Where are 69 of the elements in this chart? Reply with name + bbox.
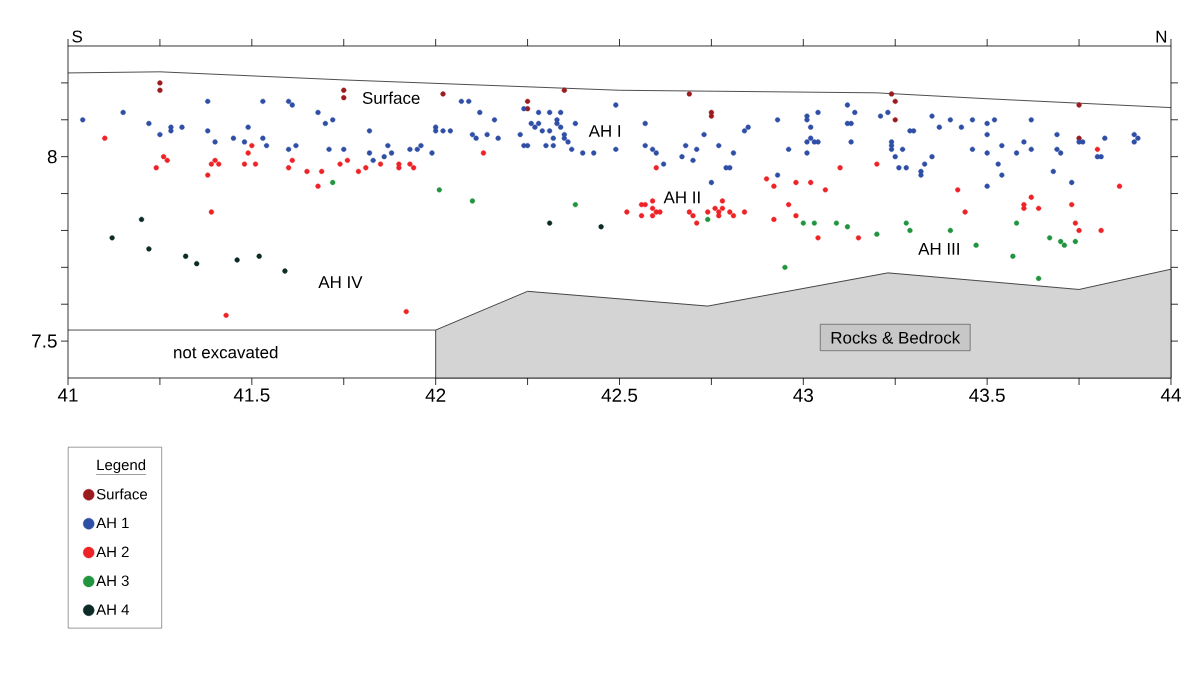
x-tick-label: 44 — [1160, 388, 1181, 402]
point — [572, 202, 578, 208]
annotation: Surface — [362, 91, 420, 105]
point — [705, 216, 711, 222]
point — [330, 179, 336, 186]
x-tick-label: 42.5 — [601, 388, 638, 402]
annotation: not excavated — [174, 345, 278, 359]
legend-label: AH 3 — [96, 575, 129, 587]
point — [892, 98, 898, 104]
point — [833, 220, 839, 226]
text: N — [1156, 30, 1167, 43]
point — [598, 224, 604, 230]
point — [811, 220, 817, 226]
point — [1058, 238, 1064, 245]
point — [903, 220, 909, 226]
point — [1036, 275, 1042, 281]
point — [146, 246, 152, 252]
legend-label: AH 2 — [96, 546, 129, 557]
point — [844, 224, 851, 230]
x-tick-label: 43.5 — [969, 388, 1005, 402]
annotation: AH IV — [318, 276, 363, 288]
annotation: Rocks & Bedrock — [831, 331, 961, 344]
y-tick-label: 7.5 — [32, 334, 57, 348]
point — [1013, 220, 1020, 226]
point — [469, 198, 476, 204]
point — [157, 87, 163, 93]
point — [524, 98, 531, 104]
point — [1010, 253, 1016, 259]
annotation: AH I — [588, 125, 621, 137]
legend-title: Legend — [97, 459, 146, 474]
point — [138, 216, 145, 222]
point — [888, 91, 895, 97]
point — [1076, 102, 1082, 108]
point — [686, 91, 692, 97]
point — [341, 87, 347, 93]
point — [907, 227, 913, 234]
point — [109, 235, 115, 241]
point — [436, 187, 442, 193]
point — [874, 231, 880, 237]
point — [440, 91, 446, 97]
point — [973, 242, 979, 248]
y-tick-label: 8 — [47, 149, 57, 164]
legend-label: Surface — [96, 488, 148, 500]
point — [341, 95, 347, 101]
x-tick-label: 41 — [57, 388, 78, 402]
point — [183, 253, 189, 259]
text: S — [72, 30, 83, 43]
x-tick-label: 43 — [793, 388, 813, 402]
point — [561, 87, 567, 93]
point — [782, 264, 788, 270]
point — [800, 220, 806, 226]
point — [256, 253, 262, 259]
point — [1072, 238, 1078, 245]
annotation: AH III — [918, 243, 959, 255]
x-tick-label: 42 — [425, 388, 446, 402]
x-tick-label: 41.5 — [233, 388, 270, 402]
point — [892, 117, 898, 123]
point — [234, 257, 240, 263]
point — [708, 113, 714, 119]
point — [547, 220, 553, 226]
point — [157, 80, 163, 86]
point — [282, 268, 288, 274]
legend-label: AH 1 — [96, 517, 129, 529]
legend-label: AH 4 — [96, 604, 129, 615]
point — [1061, 242, 1067, 248]
annotation: AH II — [663, 191, 700, 204]
point — [947, 227, 953, 234]
point — [1047, 235, 1053, 241]
point — [194, 261, 200, 267]
